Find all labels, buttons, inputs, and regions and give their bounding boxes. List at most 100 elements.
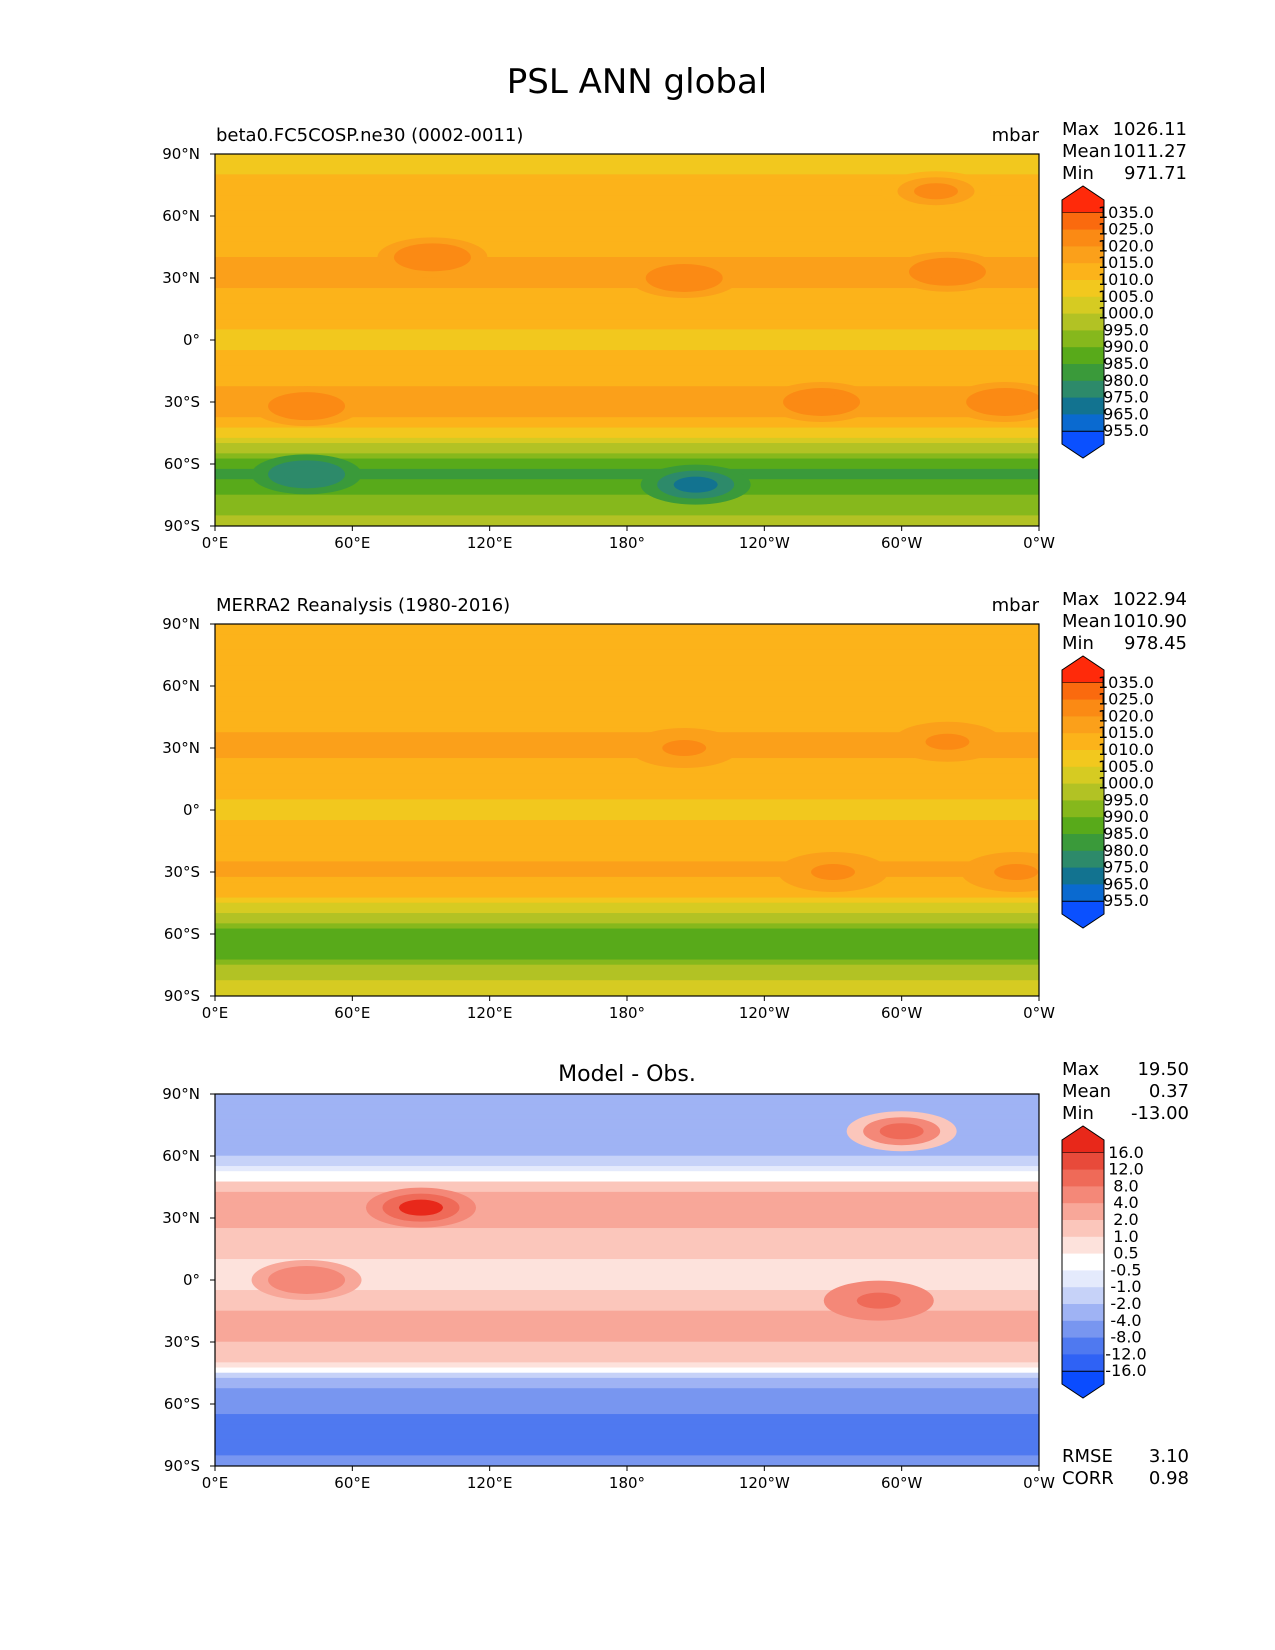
- zonal-band: [215, 169, 1039, 175]
- colorbar-swatch: [1062, 1287, 1104, 1305]
- pressure-cell: [914, 183, 958, 200]
- zonal-band: [215, 448, 1039, 454]
- stat-min-label: Min: [1062, 163, 1094, 184]
- colorbar-swatch: [1062, 817, 1104, 835]
- stat-max-label: Max: [1062, 119, 1100, 140]
- zonal-band: [215, 876, 1039, 883]
- pressure-cell: [799, 394, 844, 410]
- zonal-band: [215, 324, 1039, 330]
- zonal-band: [215, 1274, 1039, 1281]
- colorbar-swatch: [1062, 1304, 1104, 1322]
- zonal-band: [215, 1408, 1039, 1415]
- x-tick-label: 180°: [609, 1474, 645, 1492]
- zonal-band: [215, 432, 1039, 439]
- zonal-band: [215, 417, 1039, 423]
- zonal-band: [215, 1346, 1039, 1353]
- colorbar-tick-label: 995.0: [1103, 790, 1149, 809]
- zonal-band: [215, 499, 1039, 506]
- panel-model: beta0.FC5COSP.ne30 (0002-0011) mbar Max …: [162, 119, 1187, 552]
- colorbar-tick-label: -12.0: [1105, 1344, 1146, 1363]
- zonal-band: [215, 1362, 1039, 1369]
- zonal-band: [215, 205, 1039, 212]
- zonal-band: [215, 975, 1039, 981]
- zonal-band: [215, 716, 1039, 723]
- colorbar-swatch: [1062, 766, 1104, 784]
- colorbar-swatch: [1062, 1337, 1104, 1355]
- zonal-band: [215, 949, 1039, 955]
- zonal-band: [215, 825, 1039, 831]
- colorbar-tick-label: 990.0: [1103, 337, 1149, 356]
- page-title: PSL ANN global: [507, 62, 767, 102]
- zonal-band: [215, 990, 1039, 996]
- zonal-band: [215, 1388, 1039, 1394]
- zonal-band: [215, 241, 1039, 248]
- zonal-band: [215, 272, 1039, 279]
- zonal-band: [215, 308, 1039, 315]
- zonal-band: [215, 344, 1039, 351]
- zonal-band: [215, 350, 1039, 356]
- zonal-band: [215, 706, 1039, 713]
- zonal-band: [215, 696, 1039, 702]
- zonal-band: [215, 680, 1039, 687]
- zonal-band: [215, 1367, 1039, 1374]
- zonal-band: [215, 158, 1039, 165]
- pressure-cell: [879, 1123, 924, 1140]
- zonal-band: [215, 226, 1039, 232]
- stat-mean-label: Mean: [1062, 611, 1111, 632]
- colorbar-tick-label: 1025.0: [1098, 690, 1154, 709]
- y-tick-label: 90°S: [164, 517, 200, 535]
- colorbar-tick-label: 975.0: [1103, 858, 1149, 877]
- x-tick-label: 0°W: [1023, 534, 1055, 552]
- zonal-band: [215, 220, 1039, 227]
- zonal-band: [215, 1414, 1039, 1420]
- colorbar-swatch: [1062, 263, 1104, 281]
- zonal-band: [215, 257, 1039, 263]
- pressure-cell: [811, 864, 855, 880]
- zonal-band: [215, 845, 1039, 852]
- pressure-cell: [284, 398, 329, 415]
- zonal-band: [215, 639, 1039, 645]
- colorbar-swatch: [1062, 229, 1104, 247]
- zonal-band: [215, 887, 1039, 893]
- zonal-band: [215, 1419, 1039, 1425]
- colorbar-swatch: [1062, 313, 1104, 331]
- zonal-band: [215, 964, 1039, 971]
- stat-min-label: Min: [1062, 1103, 1094, 1124]
- zonal-band: [215, 1222, 1039, 1229]
- zonal-band: [215, 644, 1039, 651]
- pressure-cell: [399, 1199, 443, 1216]
- colorbar-swatch: [1062, 347, 1104, 365]
- colorbar-obs: 1035.01025.01020.01015.01010.01005.01000…: [1061, 655, 1154, 929]
- zonal-band: [215, 918, 1039, 924]
- y-tick-label: 60°S: [164, 1395, 200, 1413]
- zonal-band: [215, 649, 1039, 656]
- colorbar-tick-label: 1020.0: [1098, 706, 1154, 725]
- zonal-band: [215, 856, 1039, 862]
- x-tick-label: 60°W: [881, 1004, 923, 1022]
- zonal-band: [215, 396, 1039, 403]
- zonal-band: [215, 747, 1039, 754]
- colorbar-tick-label: -2.0: [1110, 1294, 1141, 1313]
- zonal-band: [215, 200, 1039, 206]
- zonal-band: [215, 804, 1039, 811]
- pressure-cell: [284, 1272, 329, 1288]
- stat-corr-value: 0.98: [1149, 1468, 1189, 1489]
- colorbar-swatch: [1062, 1152, 1104, 1170]
- zonal-band: [215, 313, 1039, 320]
- colorbar-tick-label: -4.0: [1110, 1311, 1141, 1330]
- colorbar-tick-label: 2.0: [1113, 1210, 1138, 1229]
- colorbar-extend-bottom: [1061, 900, 1105, 929]
- zonal-band: [215, 1290, 1039, 1296]
- x-tick-label: 0°W: [1023, 1474, 1055, 1492]
- zonal-band: [215, 453, 1039, 460]
- zonal-band: [215, 1176, 1039, 1183]
- zonal-band: [215, 267, 1039, 274]
- colorbar-swatch: [1062, 733, 1104, 751]
- y-tick-label: 90°N: [162, 1085, 200, 1103]
- y-tick-label: 90°S: [164, 1457, 200, 1475]
- pressure-cell: [284, 466, 329, 483]
- zonal-band: [215, 892, 1039, 899]
- zonal-band: [215, 851, 1039, 857]
- colorbar-tick-label: 1000.0: [1098, 774, 1154, 793]
